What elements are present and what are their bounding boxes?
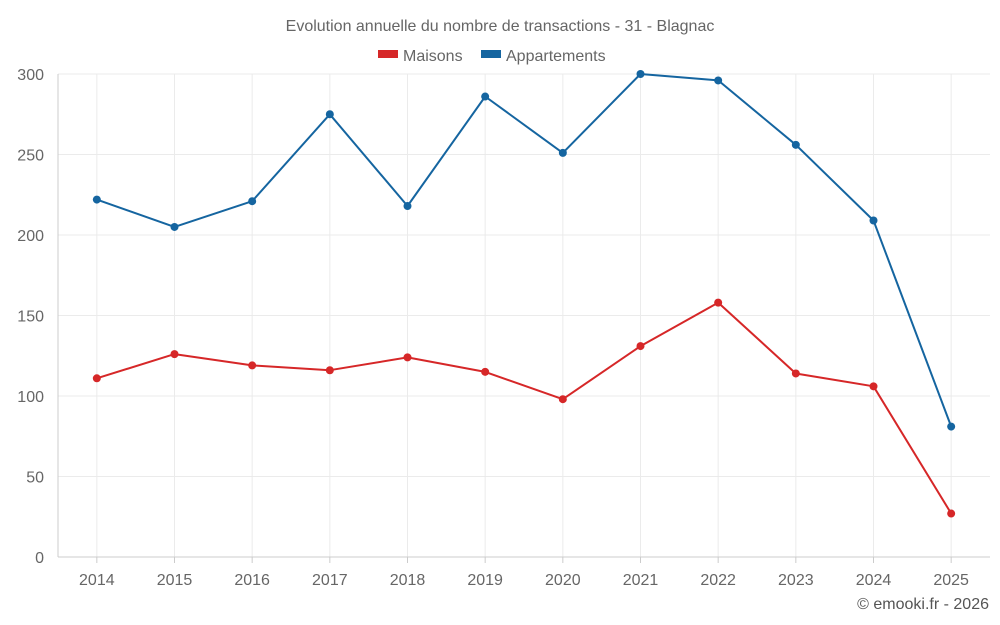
- x-tick-label: 2024: [856, 572, 892, 589]
- data-point-appartements[interactable]: [558, 148, 567, 157]
- x-tick-label: 2014: [79, 572, 115, 589]
- data-point-appartements[interactable]: [791, 140, 800, 149]
- data-point-maisons[interactable]: [869, 382, 878, 391]
- data-point-maisons[interactable]: [558, 395, 567, 404]
- x-tick-label: 2022: [700, 572, 736, 589]
- data-point-appartements[interactable]: [325, 110, 334, 119]
- x-tick-label: 2018: [390, 572, 426, 589]
- legend-label-maisons[interactable]: Maisons: [403, 48, 463, 65]
- chart-title: Evolution annuelle du nombre de transact…: [286, 18, 715, 35]
- data-point-maisons[interactable]: [481, 367, 490, 376]
- series-line-appartements: [96, 73, 953, 427]
- series-line-maisons: [96, 301, 953, 515]
- data-point-maisons[interactable]: [791, 369, 800, 378]
- x-tick-label: 2021: [623, 572, 659, 589]
- data-point-maisons[interactable]: [714, 298, 723, 307]
- data-point-appartements[interactable]: [947, 422, 956, 431]
- legend-label-appartements[interactable]: Appartements: [506, 48, 606, 65]
- x-tick-label: 2019: [467, 572, 503, 589]
- data-point-appartements[interactable]: [714, 76, 723, 85]
- y-tick-label: 250: [17, 148, 44, 165]
- data-point-maisons[interactable]: [92, 374, 101, 383]
- data-point-maisons[interactable]: [947, 509, 956, 518]
- data-point-maisons[interactable]: [248, 361, 257, 370]
- y-tick-label: 150: [17, 309, 44, 326]
- y-tick-label: 0: [35, 550, 44, 567]
- y-tick-label: 50: [26, 470, 44, 487]
- x-tick-label: 2017: [312, 572, 348, 589]
- legend-swatch-maisons: [378, 50, 398, 58]
- data-point-appartements[interactable]: [869, 216, 878, 225]
- data-point-appartements[interactable]: [92, 195, 101, 204]
- data-point-maisons[interactable]: [403, 353, 412, 362]
- credit-text: © emooki.fr - 2026: [857, 596, 989, 613]
- x-tick-label: 2016: [234, 572, 270, 589]
- y-tick-label: 100: [17, 389, 44, 406]
- x-tick-label: 2020: [545, 572, 581, 589]
- x-tick-label: 2025: [933, 572, 969, 589]
- legend: Maisons Appartements: [378, 48, 606, 65]
- x-tick-label: 2015: [157, 572, 193, 589]
- data-point-maisons[interactable]: [170, 350, 179, 359]
- data-point-appartements[interactable]: [170, 222, 179, 231]
- data-point-appartements[interactable]: [636, 70, 645, 78]
- y-tick-label: 300: [17, 67, 44, 84]
- data-point-appartements[interactable]: [481, 92, 490, 101]
- data-point-maisons[interactable]: [325, 366, 334, 375]
- x-tick-label: 2023: [778, 572, 814, 589]
- data-point-appartements[interactable]: [403, 202, 412, 211]
- y-tick-label: 200: [17, 228, 44, 245]
- legend-swatch-appartements: [481, 50, 501, 58]
- data-point-maisons[interactable]: [636, 342, 645, 351]
- data-point-appartements[interactable]: [248, 197, 257, 206]
